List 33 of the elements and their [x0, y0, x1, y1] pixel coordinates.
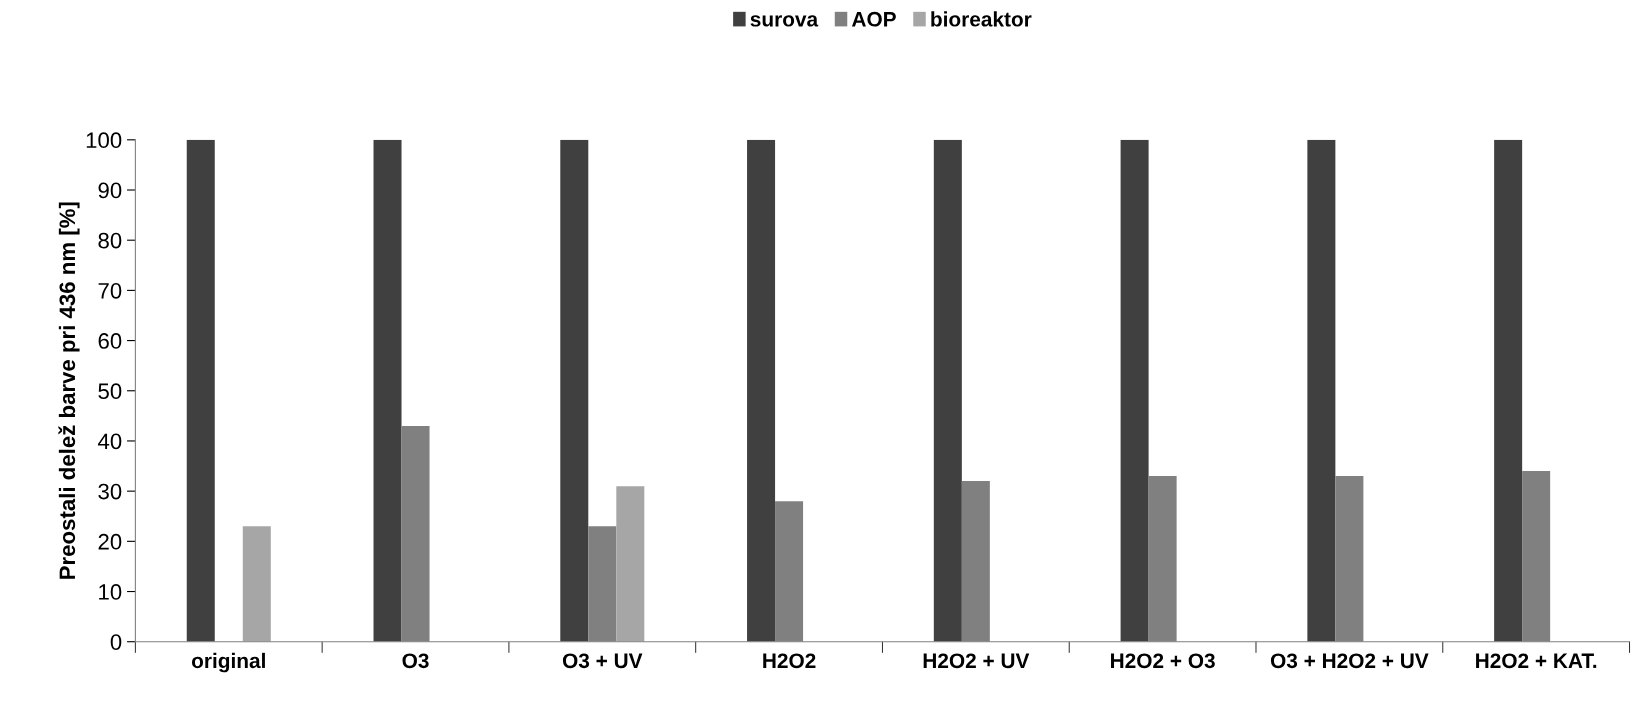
bar — [933, 139, 962, 642]
legend-label: AOP — [851, 11, 896, 27]
y-tick-label: 70 — [98, 282, 122, 299]
x-tick-label: H2O2 + KAT. — [1476, 653, 1597, 669]
y-tick-label: 50 — [98, 383, 122, 400]
y-tick-label: 30 — [98, 483, 122, 500]
x-tick-label: H2O2 + UV — [923, 653, 1030, 669]
x-tick-label: original — [191, 652, 265, 673]
bar — [373, 139, 402, 642]
legend-label: surova — [750, 15, 819, 27]
x-tick-label: O3 + UV — [562, 653, 643, 669]
bar — [747, 139, 776, 642]
bar — [616, 486, 645, 642]
x-tick-label: O3 + H2O2 + UV — [1270, 653, 1429, 669]
x-tick-label: H2O2 + O3 — [1111, 653, 1215, 669]
y-tick-label: 40 — [97, 433, 122, 450]
y-tick-label: 10 — [99, 584, 122, 600]
y-tick-label: 60 — [98, 333, 122, 349]
y-tick-label: 0 — [110, 634, 122, 650]
bar — [1120, 139, 1149, 642]
y-tick-label: 80 — [98, 232, 122, 249]
bar — [242, 526, 271, 642]
y-tick-label: 100 — [86, 132, 122, 149]
bar — [1307, 139, 1336, 642]
x-tick-label: H2O2 — [763, 653, 816, 669]
bar — [1494, 139, 1523, 642]
y-axis-title: Preostali delež barve pri 436 nm [%] — [58, 202, 80, 579]
x-tick-label: O3 — [402, 653, 429, 669]
bar — [186, 139, 215, 642]
legend-label: bioreaktor — [931, 11, 1032, 27]
y-tick-label: 90 — [98, 182, 122, 199]
bar — [560, 139, 589, 642]
y-tick-label: 20 — [98, 533, 122, 550]
